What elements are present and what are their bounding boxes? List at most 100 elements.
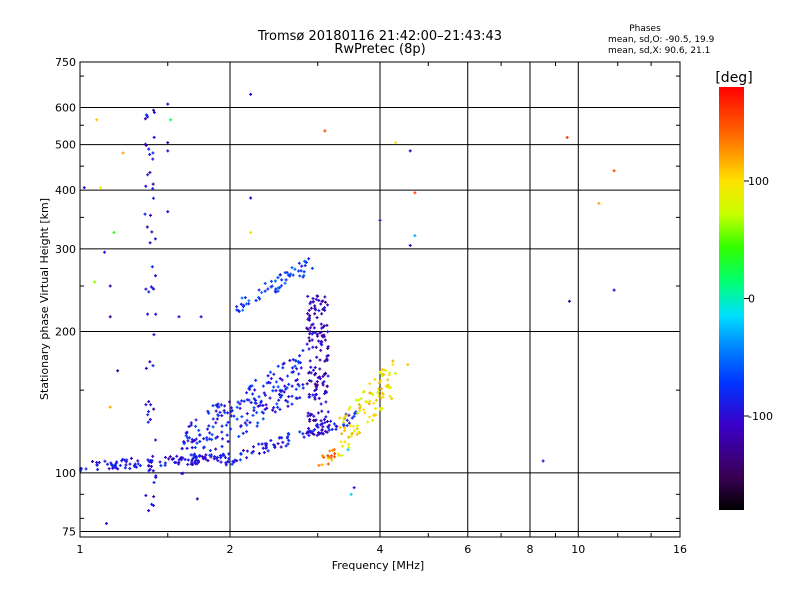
data-point — [298, 354, 302, 358]
data-point — [276, 364, 280, 368]
data-point — [347, 435, 351, 439]
data-point — [302, 274, 306, 278]
colorbar-tick-label: -100 — [748, 410, 773, 423]
data-point — [255, 411, 259, 415]
data-point — [227, 452, 231, 456]
data-point — [317, 309, 321, 313]
y-tick-label: 400 — [55, 184, 76, 197]
data-point — [147, 464, 151, 468]
data-point — [260, 291, 264, 295]
data-point — [298, 361, 302, 365]
data-point — [367, 402, 371, 406]
data-point — [138, 464, 142, 468]
data-point — [257, 442, 261, 446]
data-point — [277, 392, 281, 396]
data-point — [341, 420, 345, 424]
data-point — [276, 289, 280, 293]
data-point — [368, 415, 372, 419]
data-point — [323, 359, 327, 363]
data-point — [612, 169, 616, 173]
data-point — [249, 400, 253, 404]
data-point — [325, 323, 329, 327]
y-tick-label: 100 — [55, 467, 76, 480]
data-point — [307, 318, 311, 322]
data-point — [374, 407, 378, 411]
data-point — [319, 342, 323, 346]
data-point — [198, 433, 202, 437]
data-point — [148, 360, 152, 364]
data-point — [237, 434, 241, 438]
y-tick-label: 300 — [55, 243, 76, 256]
data-point — [325, 357, 329, 361]
data-point — [229, 414, 233, 418]
data-point — [210, 433, 214, 437]
data-point — [240, 296, 244, 300]
stats-heading: Phases — [629, 24, 661, 34]
data-point — [323, 338, 327, 342]
data-point — [380, 372, 384, 376]
data-point — [379, 396, 383, 400]
data-point — [223, 456, 227, 460]
data-point — [327, 428, 331, 432]
data-point — [312, 414, 316, 418]
data-point — [324, 400, 328, 404]
data-point — [332, 422, 336, 426]
data-point — [326, 454, 330, 458]
data-point — [315, 424, 319, 428]
data-point — [307, 395, 311, 399]
data-point — [278, 436, 282, 440]
data-point — [256, 421, 260, 425]
data-point — [149, 403, 153, 407]
data-point — [245, 423, 249, 427]
data-point — [166, 149, 170, 153]
colorbar — [719, 87, 744, 510]
data-point — [154, 312, 158, 316]
data-point — [277, 398, 281, 402]
x-tick-label: 10 — [571, 543, 585, 556]
data-point — [212, 457, 216, 461]
data-point — [313, 366, 317, 370]
data-point — [198, 439, 202, 443]
data-point — [308, 332, 312, 336]
data-point — [151, 469, 155, 473]
data-point — [320, 454, 324, 458]
data-point — [394, 371, 398, 375]
data-point — [276, 405, 280, 409]
data-point — [325, 419, 329, 423]
data-point — [158, 460, 162, 464]
data-point — [366, 420, 370, 424]
data-point — [263, 289, 267, 293]
data-point — [316, 294, 320, 298]
data-point — [312, 326, 316, 330]
data-point — [294, 396, 298, 400]
data-point — [186, 458, 190, 462]
data-point — [306, 414, 310, 418]
data-point — [136, 459, 140, 463]
data-point — [245, 456, 249, 460]
data-point — [177, 458, 181, 462]
stats-line-x: mean, sd,X: 90.6, 21.1 — [608, 46, 710, 56]
data-point — [263, 407, 267, 411]
data-point — [319, 322, 323, 326]
data-point — [146, 458, 150, 462]
data-point — [208, 437, 212, 441]
data-point — [238, 402, 242, 406]
data-point — [283, 384, 287, 388]
data-point — [204, 453, 208, 457]
data-point — [335, 424, 339, 428]
data-point — [268, 396, 272, 400]
data-point — [308, 359, 312, 363]
data-point — [322, 380, 326, 384]
data-point — [307, 336, 311, 340]
data-point — [134, 465, 138, 469]
data-point — [208, 453, 212, 457]
data-point — [151, 187, 155, 191]
data-point — [376, 391, 380, 395]
data-point — [272, 385, 276, 389]
data-point — [388, 385, 392, 389]
data-point — [266, 287, 270, 291]
data-point — [145, 225, 149, 229]
data-point — [326, 330, 330, 334]
data-point — [357, 398, 361, 402]
data-point — [197, 428, 201, 432]
